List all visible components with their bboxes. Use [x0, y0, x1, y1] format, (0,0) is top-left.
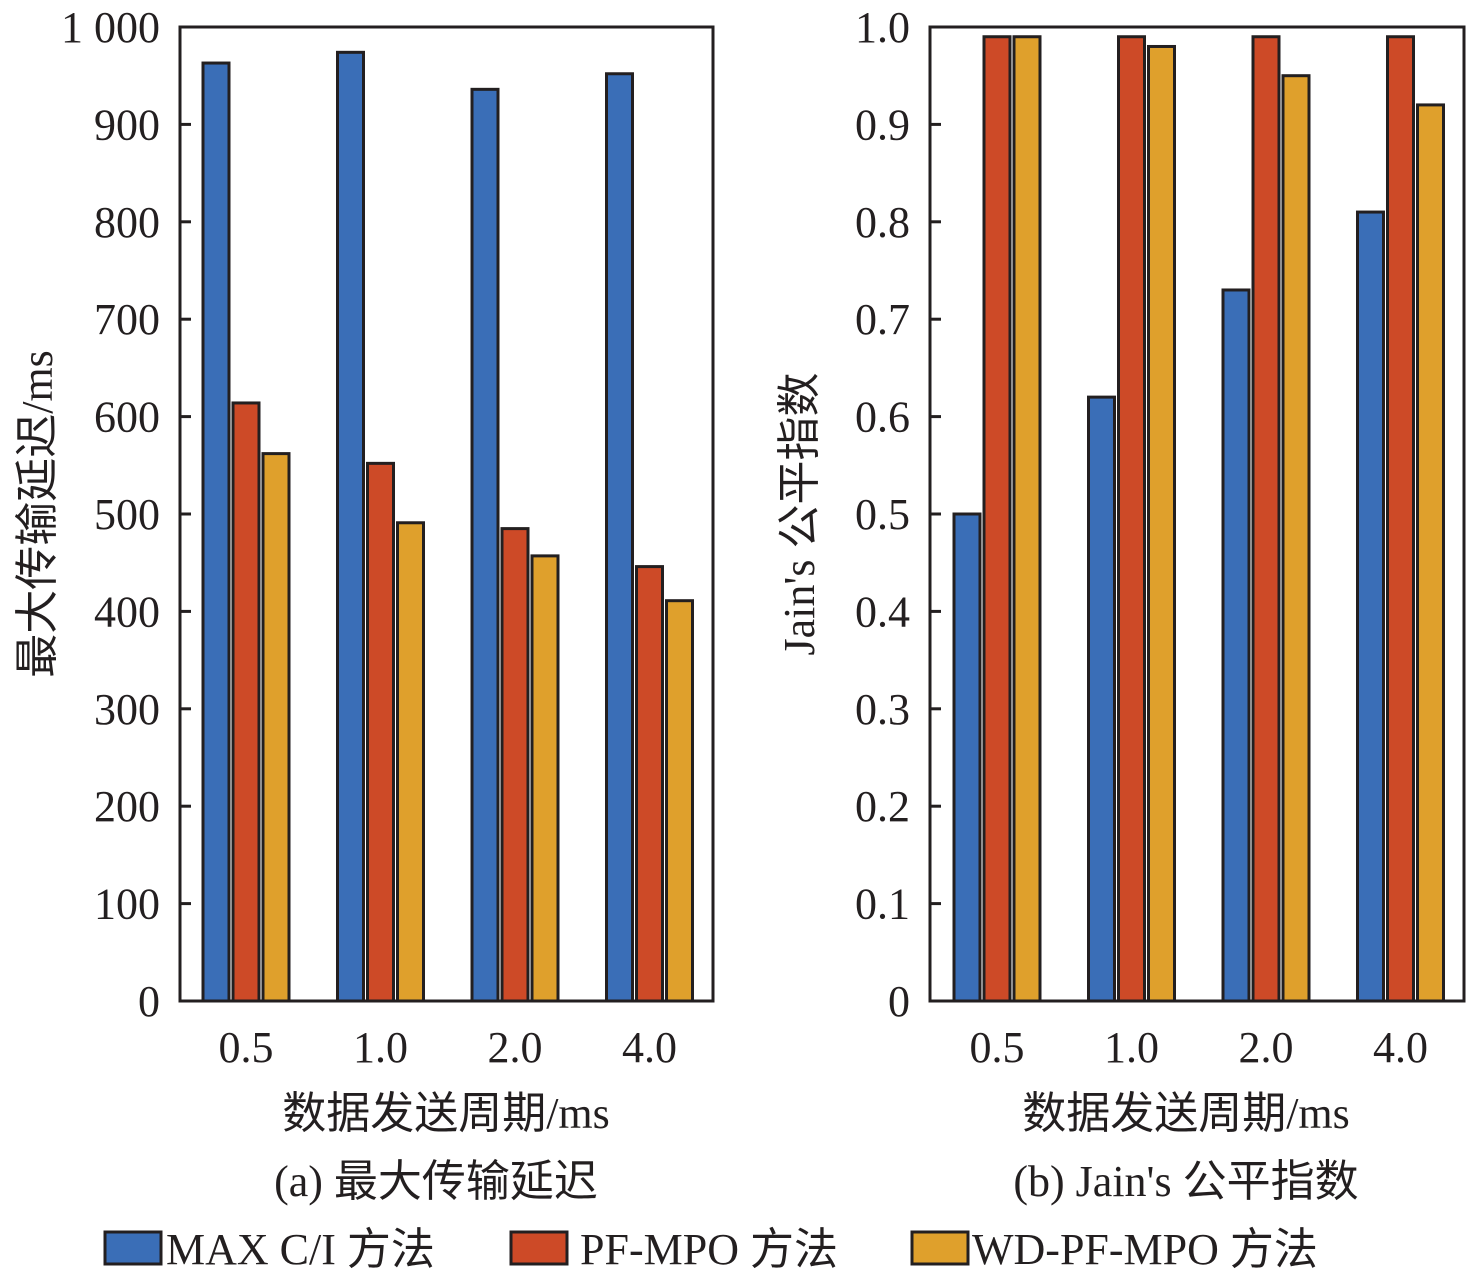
legend: MAX C/I 方法 PF-MPO 方法 WD-PF-MPO 方法	[103, 1225, 1318, 1274]
panel-b-jain-index: 数据发送周期/ms (b) Jain's 公平指数 Jain's 公平指数 0 0…	[775, 3, 1466, 1206]
panel-a-caption: (a) 最大传输延迟	[274, 1157, 598, 1206]
bar-pf-mpo-1.0	[366, 461, 395, 1003]
y-tick-label: 0.9	[855, 100, 910, 149]
bar-wd-pf-mpo-1.0	[396, 521, 425, 1003]
panel-a-xlabel: 数据发送周期/ms	[282, 1089, 610, 1138]
bar-wd-pf-mpo-4.0	[1416, 103, 1445, 1003]
bar-pf-mpo-2.0	[500, 527, 530, 1003]
x-tick-label: 4.0	[622, 1023, 677, 1072]
bar-max-c-i-0.5	[201, 61, 231, 1003]
panel-a-ylabel: 最大传输延迟/ms	[13, 350, 62, 678]
bar-wd-pf-mpo-0.5	[1012, 35, 1042, 1003]
bar-wd-pf-mpo-4.0	[665, 599, 694, 1003]
y-tick-label: 200	[94, 782, 160, 831]
bar-wd-pf-mpo-0.5	[261, 452, 291, 1003]
legend-label-wd-pf-mpo: WD-PF-MPO 方法	[972, 1225, 1318, 1274]
y-tick-label: 0.6	[855, 393, 910, 442]
y-tick-label: 0.3	[855, 685, 910, 734]
legend-label-max-ci: MAX C/I 方法	[166, 1225, 435, 1274]
bar-max-c-i-1.0	[336, 50, 365, 1003]
panel-b-xlabel: 数据发送周期/ms	[1022, 1089, 1350, 1138]
bar-pf-mpo-2.0	[1251, 35, 1281, 1003]
bar-max-c-i-2.0	[1221, 288, 1251, 1003]
y-tick-label: 0.8	[855, 198, 910, 247]
bar-max-c-i-2.0	[470, 87, 500, 1003]
bar-pf-mpo-1.0	[1117, 35, 1146, 1003]
panel-b-caption: (b) Jain's 公平指数	[1013, 1157, 1358, 1206]
panel-a-max-delay: 数据发送周期/ms (a) 最大传输延迟 最大传输延迟/ms 0 100 200 30…	[13, 3, 715, 1206]
x-tick-label: 2.0	[488, 1023, 543, 1072]
y-tick-label: 700	[94, 295, 160, 344]
bar-max-c-i-0.5	[952, 512, 982, 1003]
y-tick-label: 100	[94, 880, 160, 929]
y-tick-label: 0	[138, 977, 160, 1026]
bar-max-c-i-4.0	[1356, 210, 1385, 1003]
legend-swatch-wd-pf-mpo	[910, 1230, 970, 1266]
x-tick-label: 1.0	[1104, 1023, 1159, 1072]
bar-wd-pf-mpo-2.0	[1281, 74, 1311, 1003]
y-tick-label: 1.0	[855, 3, 910, 52]
y-tick-label: 400	[94, 587, 160, 636]
y-tick-label: 0.4	[855, 587, 910, 636]
y-tick-label: 0.2	[855, 782, 910, 831]
x-tick-label: 2.0	[1239, 1023, 1294, 1072]
bar-wd-pf-mpo-1.0	[1147, 44, 1176, 1003]
x-tick-label: 1.0	[353, 1023, 408, 1072]
bar-pf-mpo-4.0	[1386, 35, 1415, 1003]
panel-b-ylabel: Jain's 公平指数	[775, 373, 824, 656]
y-tick-label: 800	[94, 198, 160, 247]
bar-pf-mpo-4.0	[635, 565, 664, 1003]
legend-label-pf-mpo: PF-MPO 方法	[580, 1225, 838, 1274]
bar-pf-mpo-0.5	[982, 35, 1012, 1003]
y-tick-label: 900	[94, 100, 160, 149]
x-tick-label: 4.0	[1373, 1023, 1428, 1072]
y-tick-label: 0.1	[855, 880, 910, 929]
legend-swatch-pf-mpo	[509, 1230, 569, 1266]
legend-swatch-max-ci	[103, 1230, 163, 1266]
bar-pf-mpo-0.5	[231, 401, 261, 1003]
y-tick-label: 600	[94, 393, 160, 442]
x-tick-label: 0.5	[970, 1023, 1025, 1072]
bar-max-c-i-1.0	[1087, 395, 1116, 1003]
y-tick-label: 0	[888, 977, 910, 1026]
y-tick-label: 300	[94, 685, 160, 734]
y-tick-label: 500	[94, 490, 160, 539]
y-tick-label: 0.7	[855, 295, 910, 344]
x-tick-label: 0.5	[219, 1023, 274, 1072]
bar-max-c-i-4.0	[605, 72, 634, 1003]
y-tick-label: 1 000	[61, 3, 160, 52]
bar-wd-pf-mpo-2.0	[530, 554, 560, 1003]
y-tick-label: 0.5	[855, 490, 910, 539]
